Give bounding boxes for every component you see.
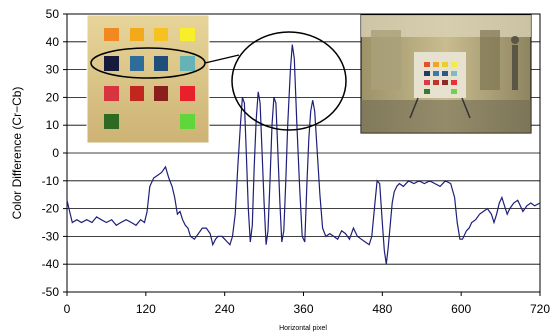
inset-photo-scene — [360, 14, 532, 134]
y-tick-label: 50 — [46, 7, 60, 21]
x-tick-label: 480 — [372, 302, 392, 316]
x-axis-label: Horizontal pixel — [279, 325, 327, 332]
x-tick-label: 0 — [64, 302, 71, 316]
x-tick-label: 720 — [530, 302, 550, 316]
y-tick-label: 20 — [46, 90, 60, 104]
y-tick-label: -40 — [42, 257, 60, 271]
y-tick-label: -50 — [42, 285, 60, 299]
highlight-ellipse — [231, 31, 347, 131]
x-tick-label: 360 — [293, 302, 313, 316]
y-axis-ticks: 50 40 30 20 10 0 -10 -20 -30 -40 -50 — [42, 7, 67, 299]
y-tick-label: -10 — [42, 174, 60, 188]
y-tick-label: 10 — [46, 118, 60, 132]
y-tick-label: 30 — [46, 63, 60, 77]
y-tick-label: -30 — [42, 229, 60, 243]
x-tick-label: 240 — [215, 302, 235, 316]
y-tick-label: 40 — [46, 35, 60, 49]
y-tick-label: 0 — [52, 146, 59, 160]
callout-line — [204, 54, 240, 64]
x-tick-label: 120 — [136, 302, 156, 316]
x-tick-label: 600 — [451, 302, 471, 316]
plot-area-frame — [66, 13, 541, 293]
series-line — [66, 44, 541, 265]
inset-photo-color-chart — [86, 14, 210, 144]
y-tick-label: -20 — [42, 202, 60, 216]
y-axis-label: Color Difference (Cr−Cb) — [10, 87, 24, 220]
x-axis-ticks: 0 120 240 360 480 600 720 — [64, 292, 550, 316]
